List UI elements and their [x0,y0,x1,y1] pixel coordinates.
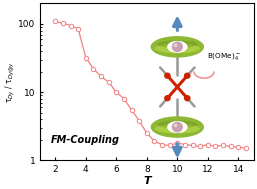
Circle shape [184,95,191,101]
X-axis label: T: T [143,176,151,186]
Ellipse shape [167,41,188,53]
Circle shape [164,95,171,101]
Circle shape [184,73,191,79]
Ellipse shape [157,40,197,48]
Circle shape [172,122,183,132]
Y-axis label: τ$_{Dy}$ / τ$_{Dy@y}$: τ$_{Dy}$ / τ$_{Dy@y}$ [4,61,16,103]
Circle shape [164,73,171,79]
Ellipse shape [155,124,200,133]
Text: FM-Coupling: FM-Coupling [51,135,120,145]
Circle shape [172,41,183,52]
Text: B(OMe)$_4^-$: B(OMe)$_4^-$ [207,51,241,62]
Ellipse shape [151,116,204,138]
Ellipse shape [167,41,188,53]
Ellipse shape [167,121,188,133]
Ellipse shape [151,36,204,58]
Ellipse shape [155,44,200,53]
Ellipse shape [157,121,197,128]
Circle shape [174,124,178,127]
Circle shape [174,43,178,47]
Ellipse shape [167,121,188,133]
